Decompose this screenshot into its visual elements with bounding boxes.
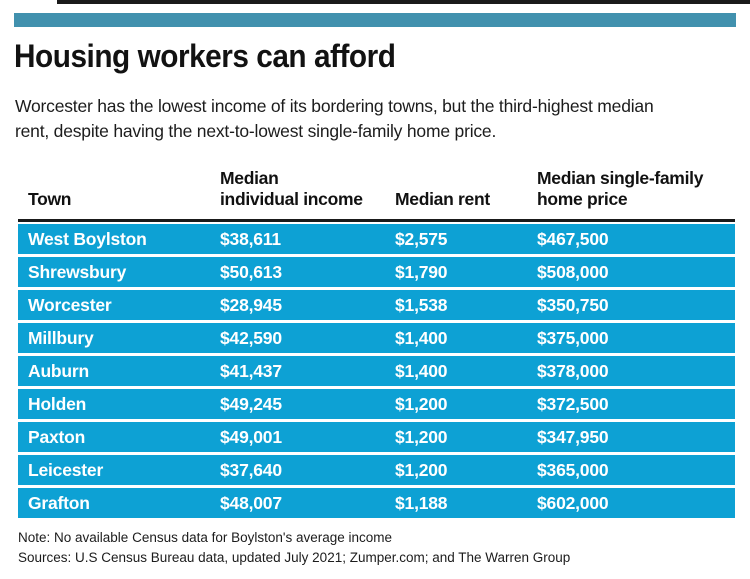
header-cell-rent: Median rent [385,189,527,210]
town-cell: Shrewsbury [28,261,127,282]
table-body: West Boylston $38,611 $2,575 $467,500 Shrews… [18,224,735,518]
table-row: Grafton $48,007 $1,188 $602,000 [18,488,735,518]
income-cell: $41,437 [220,360,282,381]
header-rent-line-1: Median rent [395,189,490,209]
table-row: Paxton $49,001 $1,200 $347,950 [18,422,735,452]
income-cell: $37,640 [220,459,282,480]
home-price-cell: $378,000 [537,360,609,381]
header-rule [18,219,735,222]
footer-note: Note: No available Census data for Boyls… [18,530,393,545]
home-price-cell: $372,500 [537,393,609,414]
rent-cell: $1,538 [395,294,448,315]
income-cell: $42,590 [220,327,282,348]
footnotes: Note: No available Census data for Boyls… [18,528,570,568]
home-price-cell: $350,750 [537,294,609,315]
rent-cell: $1,790 [395,261,448,282]
town-cell: Leicester [28,459,104,480]
home-price-cell: $347,950 [537,426,609,447]
income-cell: $49,001 [220,426,282,447]
town-cell: Auburn [28,360,90,381]
income-cell: $38,611 [220,228,281,249]
rent-cell: $2,575 [395,228,448,249]
table-row: Leicester $37,640 $1,200 $365,000 [18,455,735,485]
table-row: Worcester $28,945 $1,538 $350,750 [18,290,735,320]
data-table: Town Median individual income Median ren… [18,166,735,518]
page-subtitle: Worcester has the lowest income of its b… [15,94,735,144]
header-cell-town: Town [18,189,210,210]
top-rule [57,0,750,4]
table-row: Holden $49,245 $1,200 $372,500 [18,389,735,419]
town-cell: West Boylston [28,228,147,249]
rent-cell: $1,188 [395,492,448,513]
town-cell: Worcester [28,294,112,315]
income-cell: $28,945 [220,294,282,315]
home-price-cell: $467,500 [537,228,609,249]
rent-cell: $1,400 [395,327,448,348]
town-cell: Millbury [28,327,94,348]
header-cell-home-price: Median single-family home price [527,168,735,210]
table-row: Shrewsbury $50,613 $1,790 $508,000 [18,257,735,287]
home-price-cell: $508,000 [537,261,609,282]
table-row: Millbury $42,590 $1,400 $375,000 [18,323,735,353]
header-home-price-line-2: home price [537,189,628,209]
home-price-cell: $602,000 [537,492,609,513]
accent-bar [14,13,736,27]
town-cell: Grafton [28,492,90,513]
income-cell: $50,613 [220,261,282,282]
header-town-line-1: Town [28,189,72,209]
header-income-line-1: Median [220,168,279,188]
table-header-row: Town Median individual income Median ren… [18,166,735,210]
income-cell: $48,007 [220,492,282,513]
header-income-line-2: individual income [220,189,363,209]
header-home-price-line-1: Median single-family [537,168,704,188]
rent-cell: $1,200 [395,426,448,447]
header-cell-income: Median individual income [210,168,385,210]
income-cell: $49,245 [220,393,282,414]
home-price-cell: $365,000 [537,459,609,480]
subtitle-line-1: Worcester has the lowest income of its b… [15,96,654,116]
rent-cell: $1,400 [395,360,448,381]
rent-cell: $1,200 [395,393,448,414]
subtitle-line-2: rent, despite having the next-to-lowest … [15,121,497,141]
table-row: West Boylston $38,611 $2,575 $467,500 [18,224,735,254]
page-title: Housing workers can afford [14,38,396,74]
rent-cell: $1,200 [395,459,448,480]
town-cell: Paxton [28,426,86,447]
home-price-cell: $375,000 [537,327,609,348]
footer-sources: Sources: U.S Census Bureau data, updated… [18,550,571,565]
table-row: Auburn $41,437 $1,400 $378,000 [18,356,735,386]
town-cell: Holden [28,393,87,414]
